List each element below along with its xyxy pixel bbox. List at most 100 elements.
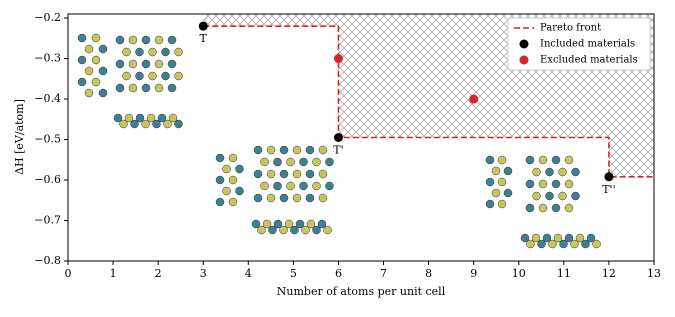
atom	[119, 119, 128, 129]
atom	[235, 186, 244, 196]
atom	[301, 225, 310, 235]
atom	[286, 181, 295, 191]
atom	[135, 113, 145, 123]
atom	[525, 203, 535, 213]
point	[604, 172, 614, 182]
atom	[152, 119, 161, 129]
atom	[318, 169, 328, 179]
legend-label: Excluded materials	[540, 55, 638, 66]
atom	[167, 83, 177, 93]
atom	[273, 157, 282, 167]
atom	[154, 35, 164, 45]
legend-box	[507, 17, 651, 71]
plot-frame	[67, 13, 655, 262]
atom	[548, 239, 557, 249]
atom	[497, 199, 507, 209]
atom	[279, 145, 289, 155]
atom	[558, 167, 567, 177]
atom	[154, 59, 164, 69]
atom	[571, 167, 580, 177]
atom	[91, 33, 101, 43]
point-label: T''	[602, 183, 615, 196]
atom	[260, 157, 269, 167]
point	[469, 94, 479, 104]
atom	[260, 181, 269, 191]
atom	[128, 83, 138, 93]
atom	[551, 179, 561, 189]
atom	[312, 225, 321, 235]
atom	[115, 59, 125, 69]
atom	[592, 239, 601, 249]
atom	[174, 47, 183, 57]
atom	[84, 66, 94, 76]
atom	[325, 157, 334, 167]
point-label: T	[200, 32, 208, 45]
atom	[295, 219, 305, 229]
atom	[167, 59, 177, 69]
atom	[586, 233, 596, 243]
atom	[98, 44, 108, 54]
atom	[215, 197, 225, 207]
atom	[318, 193, 328, 203]
atom	[485, 155, 495, 165]
atom	[503, 166, 513, 176]
atom	[77, 33, 87, 43]
atom	[545, 167, 554, 177]
atom	[135, 47, 144, 57]
atom	[266, 169, 276, 179]
atom	[235, 164, 244, 174]
atom	[525, 155, 535, 165]
atom	[77, 55, 87, 65]
atom	[485, 199, 495, 209]
atom	[228, 197, 238, 207]
y-tick-label: −0.7	[34, 214, 61, 227]
atom	[299, 157, 308, 167]
atom	[491, 166, 501, 176]
atom	[91, 77, 101, 87]
atom	[284, 219, 294, 229]
y-tick-label: −0.2	[34, 11, 61, 24]
point	[333, 54, 343, 64]
atom	[228, 175, 238, 185]
x-tick-label: 3	[200, 267, 207, 280]
atom	[222, 186, 231, 196]
atom	[538, 179, 548, 189]
atom	[538, 203, 548, 213]
atom	[532, 191, 541, 201]
x-tick-label: 4	[245, 267, 252, 280]
atom	[253, 193, 263, 203]
atom	[497, 155, 507, 165]
atom	[228, 153, 238, 163]
atom	[135, 71, 144, 81]
x-tick-label: 13	[647, 267, 661, 280]
atom	[551, 155, 561, 165]
atom	[290, 225, 299, 235]
y-tick-label: −0.6	[34, 173, 61, 186]
atom	[141, 83, 151, 93]
atom	[564, 203, 574, 213]
x-tick-label: 1	[110, 267, 117, 280]
atom	[558, 191, 567, 201]
atom	[268, 225, 277, 235]
y-axis-label: ΔH [eV/atom]	[13, 99, 26, 175]
atom	[485, 177, 495, 187]
atom	[215, 153, 225, 163]
atom	[564, 155, 574, 165]
x-tick-label: 12	[602, 267, 616, 280]
atom	[520, 233, 530, 243]
structure-illustrations	[77, 33, 601, 249]
atom	[174, 119, 183, 129]
x-tick-label: 2	[155, 267, 162, 280]
atom	[581, 239, 590, 249]
atom	[98, 88, 108, 98]
atom	[266, 145, 276, 155]
x-axis-label: Number of atoms per unit cell	[277, 285, 446, 298]
x-tick-label: 8	[425, 267, 432, 280]
atom	[286, 157, 295, 167]
atom	[306, 219, 316, 229]
atom	[318, 145, 328, 155]
atom	[545, 191, 554, 201]
atom	[257, 225, 266, 235]
legend-label: Pareto front	[540, 23, 601, 34]
atom	[146, 113, 156, 123]
